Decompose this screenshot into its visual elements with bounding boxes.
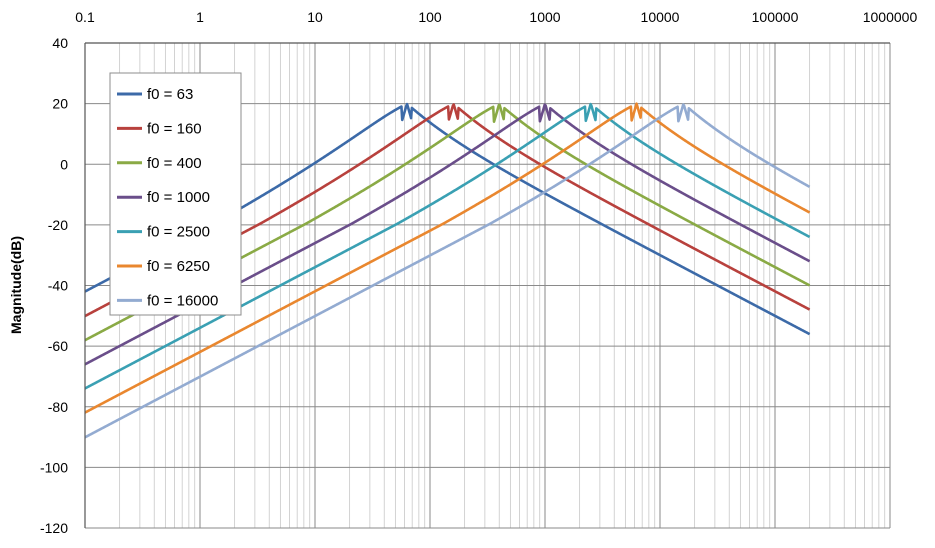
y-tick-labels: 40 20 0 -20 -40 -60 -80 -100 -120: [40, 35, 68, 536]
x-tick-label: 100: [418, 9, 442, 25]
y-tick-label: -100: [40, 459, 68, 475]
y-tick-label: -80: [48, 399, 68, 415]
legend-label: f0 = 63: [147, 86, 193, 103]
y-tick-label: -20: [48, 217, 68, 233]
y-axis-label: Magnitude(dB): [8, 236, 24, 334]
legend: f0 = 63 f0 = 160 f0 = 400 f0 = 1000 f0 = 250…: [109, 72, 242, 316]
y-tick-label: 40: [52, 35, 68, 51]
series-line: [84, 102, 811, 414]
y-tick-label: -60: [48, 338, 68, 354]
y-tick-label: 0: [60, 156, 68, 172]
x-tick-label: 100000: [752, 9, 799, 25]
legend-box: [109, 72, 242, 316]
series-line: [84, 103, 811, 439]
x-tick-label: 10: [307, 9, 323, 25]
y-tick-label: 20: [52, 96, 68, 112]
legend-items: f0 = 63 f0 = 160 f0 = 400 f0 = 1000 f0 = 250…: [117, 86, 218, 309]
legend-label: f0 = 400: [147, 155, 202, 172]
x-tick-label: 1000000: [863, 9, 918, 25]
x-tick-label: 1: [196, 9, 204, 25]
x-tick-label: 0.1: [75, 9, 95, 25]
axes: [84, 42, 890, 528]
x-tick-label: 10000: [641, 9, 680, 25]
y-tick-label: -120: [40, 520, 68, 536]
y-tick-label: -40: [48, 278, 68, 294]
x-tick-labels: 0.1 1 10 100 1000 10000 100000 1000000: [75, 9, 917, 25]
legend-label: f0 = 2500: [147, 224, 210, 241]
x-tick-label: 1000: [529, 9, 560, 25]
legend-label: f0 = 1000: [147, 189, 210, 206]
series-line: [84, 102, 811, 390]
legend-label: f0 = 160: [147, 120, 202, 137]
legend-label: f0 = 6250: [147, 258, 210, 275]
legend-label: f0 = 16000: [147, 292, 218, 309]
